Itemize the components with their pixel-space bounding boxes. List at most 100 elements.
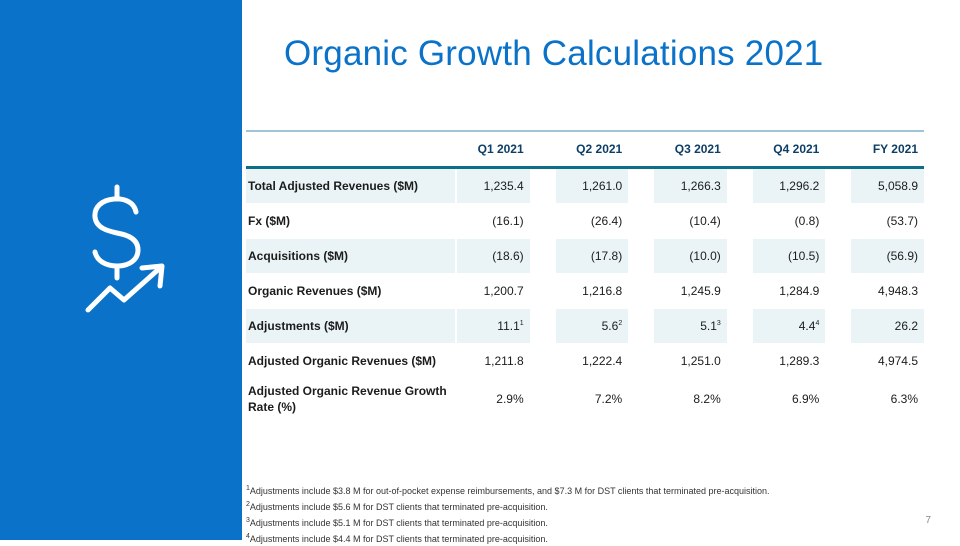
row-label: Adjusted Organic Revenue Growth Rate (%): [246, 378, 457, 420]
row-label: Organic Revenues ($M): [246, 273, 457, 309]
footnotes: 1Adjustments include $3.8 M for out-of-p…: [246, 482, 886, 546]
cell-value: 1,261.0: [553, 167, 629, 204]
cell-number: 1,211.8: [484, 354, 524, 368]
row-label: Acquisitions ($M): [246, 238, 457, 274]
cell-number: 1,284.9: [779, 284, 820, 298]
footnote-ref: 4: [815, 320, 820, 327]
cell-value: (16.1): [456, 203, 530, 239]
table-row: Organic Revenues ($M) 1,200.7 1,216.8 1,245…: [246, 273, 924, 309]
cell-number: 1,266.3: [680, 179, 721, 193]
cell-value: 8.2%: [653, 378, 727, 420]
cell-number: 7.2%: [594, 392, 623, 406]
cell-number: 1,222.4: [582, 354, 623, 368]
cell-value: (56.9): [849, 238, 924, 274]
cell-value: 11.11: [455, 308, 530, 344]
cell-number: 1,245.9: [680, 284, 721, 298]
cell-number: 5,058.9: [877, 179, 918, 193]
cell-number: (17.8): [590, 249, 623, 263]
row-label: Fx ($M): [246, 203, 457, 239]
cell-value: 6.9%: [751, 378, 826, 420]
footnote-mark: 2: [246, 501, 250, 508]
column-gap: [628, 308, 654, 344]
cell-value: (10.4): [653, 203, 727, 239]
column-gap: [628, 167, 654, 204]
header-fy: FY 2021: [850, 130, 924, 169]
column-gap: [825, 379, 850, 420]
header-blank: [246, 130, 457, 169]
column-gap: [529, 308, 555, 344]
column-gap: [530, 204, 555, 239]
header-gap: [825, 130, 851, 169]
footnote-3: 3Adjustments include $5.1 M for DST clie…: [246, 514, 886, 530]
footnote-mark: 3: [246, 517, 250, 524]
column-gap: [726, 167, 752, 204]
cell-value: (18.6): [455, 238, 530, 274]
cell-number: 4,974.5: [877, 354, 918, 368]
cell-number: 6.9%: [791, 392, 820, 406]
header-gap: [628, 130, 654, 169]
cell-value: (0.8): [751, 203, 826, 239]
cell-number: 1,251.0: [680, 354, 721, 368]
column-gap: [530, 274, 555, 309]
row-label: Adjusted Organic Revenues ($M): [246, 343, 457, 379]
row-label: Total Adjusted Revenues ($M): [246, 167, 457, 204]
column-gap: [726, 308, 752, 344]
sidebar-panel: [0, 0, 242, 540]
cell-number: 26.2: [894, 319, 918, 333]
column-gap: [825, 344, 850, 379]
cell-value: 1,235.4: [455, 167, 530, 204]
header-q4: Q4 2021: [751, 130, 826, 169]
cell-number: (18.6): [492, 249, 524, 263]
cell-value: 6.3%: [850, 378, 924, 420]
column-gap: [825, 167, 851, 204]
cell-value: (26.4): [554, 203, 629, 239]
footnote-ref: 1: [519, 320, 524, 327]
cell-value: 1,200.7: [456, 273, 530, 309]
header-q3: Q3 2021: [653, 130, 727, 169]
column-gap: [529, 238, 555, 274]
column-gap: [628, 204, 653, 239]
revenue-table: Q1 2021 Q2 2021 Q3 2021 Q4 2021 FY 2021 …: [246, 130, 924, 420]
cell-value: 2.9%: [456, 378, 530, 420]
footnote-text: Adjustments include $5.1 M for DST clien…: [249, 518, 548, 528]
column-gap: [825, 238, 851, 274]
cell-value: 1,211.8: [456, 343, 530, 379]
column-gap: [727, 344, 752, 379]
cell-value: 5,058.9: [849, 167, 924, 204]
column-gap: [825, 308, 851, 344]
cell-value: 1,245.9: [653, 273, 727, 309]
cell-value: 1,251.0: [653, 343, 727, 379]
column-gap: [530, 344, 555, 379]
column-gap: [727, 379, 752, 420]
cell-number: 11.1: [497, 319, 520, 333]
cell-number: 1,261.0: [582, 179, 623, 193]
cell-number: (10.5): [787, 249, 820, 263]
table-header-row: Q1 2021 Q2 2021 Q3 2021 Q4 2021 FY 2021: [246, 130, 924, 169]
row-label: Adjustments ($M): [246, 308, 457, 344]
cell-number: 1,235.4: [483, 179, 524, 193]
cell-value: (17.8): [553, 238, 629, 274]
footnote-text: Adjustments include $5.6 M for DST clien…: [249, 502, 548, 512]
cell-number: (10.4): [689, 214, 721, 228]
column-gap: [530, 379, 555, 420]
cell-value: 26.2: [849, 308, 924, 344]
footnote-1: 1Adjustments include $3.8 M for out-of-p…: [246, 482, 886, 498]
cell-value: 1,289.3: [751, 343, 826, 379]
footnote-ref: 3: [716, 320, 721, 327]
footnote-2: 2Adjustments include $5.6 M for DST clie…: [246, 498, 886, 514]
page-number: 7: [925, 515, 931, 526]
table-row: Adjusted Organic Revenues ($M) 1,211.8 1,2…: [246, 343, 924, 379]
page-title: Organic Growth Calculations 2021: [284, 34, 824, 73]
column-gap: [726, 238, 752, 274]
header-gap: [726, 130, 752, 169]
column-gap: [628, 379, 653, 420]
table-row: Adjusted Organic Revenue Growth Rate (%)…: [246, 378, 924, 420]
cell-number: (56.9): [886, 249, 918, 263]
table-row: Adjustments ($M) 11.11 5.62 5.13 4.44 26.2: [246, 308, 924, 344]
footnote-mark: 4: [246, 533, 250, 540]
header-gap: [529, 130, 555, 169]
cell-number: 5.6: [601, 319, 619, 333]
cell-number: (0.8): [794, 214, 820, 228]
cell-number: (16.1): [492, 214, 524, 228]
column-gap: [825, 204, 850, 239]
